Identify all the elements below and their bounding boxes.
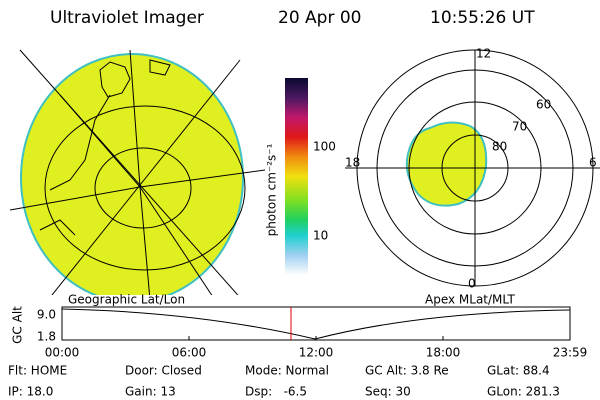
orbit-left-title: Geographic Lat/Lon (68, 293, 185, 307)
info-field: Seq: 30 (365, 385, 411, 399)
info-field: Door: Closed (125, 364, 202, 378)
info-field: Dsp: -6.5 (245, 385, 307, 399)
info-field: Gain: 13 (125, 385, 176, 399)
info-field: IP: 18.0 (8, 385, 53, 399)
info-field: GC Alt: 3.8 Re (365, 364, 449, 378)
date: 20 Apr 00 (278, 8, 361, 28)
orbit-y-label: GC Alt (11, 306, 25, 344)
time: 10:55:26 UT (430, 8, 535, 28)
earth-image (9, 49, 265, 295)
info-field: Flt: HOME (8, 364, 67, 378)
lat-label: 80 (492, 140, 507, 154)
orbit-y-tick: 1.8 (37, 330, 56, 344)
orbit-x-tick-label: 18:00 (426, 346, 461, 360)
colorbar-unit: photon cm⁻²s⁻¹ (265, 143, 279, 236)
mlt-label: 6 (589, 156, 597, 170)
colorbar-label: 100 (313, 140, 336, 154)
orbit-x-tick-label: 00:00 (45, 346, 80, 360)
orbit-frame (61, 306, 571, 341)
orbit-x-tick-label: 06:00 (172, 346, 207, 360)
orbit-curve (61, 308, 571, 340)
info-field: Mode: Normal (245, 364, 329, 378)
orbit-x-tick-label: 23:59 (553, 346, 588, 360)
polar-plot (345, 49, 600, 287)
mlt-label: 12 (476, 47, 491, 61)
colorbar-label: 10 (313, 229, 328, 243)
orbit-right-title: Apex MLat/MLT (425, 293, 515, 307)
info-field: GLon: 281.3 (487, 385, 560, 399)
title: Ultraviolet Imager (50, 8, 204, 28)
orbit-y-tick: 9.0 (37, 308, 56, 322)
lat-label: 70 (512, 120, 527, 134)
lat-label: 60 (536, 98, 551, 112)
info-field: GLat: 88.4 (487, 364, 550, 378)
mlt-label: 0 (468, 277, 476, 291)
mlt-label: 18 (345, 156, 360, 170)
colorbar (285, 78, 308, 275)
orbit-x-tick-label: 12:00 (299, 346, 334, 360)
